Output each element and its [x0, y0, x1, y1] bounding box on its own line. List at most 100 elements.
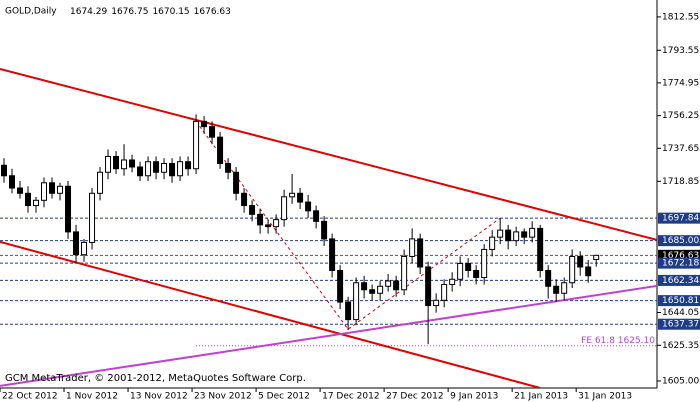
candle-body — [9, 175, 16, 189]
candle-body — [1, 164, 8, 177]
level-label-box — [658, 295, 700, 307]
candle-body — [489, 236, 496, 250]
candle-body — [73, 231, 80, 256]
ohlc-value: 1674.29 — [70, 7, 107, 17]
candle-body — [233, 171, 240, 194]
candle-body — [521, 231, 528, 238]
x-tick-label: 27 Dec 2012 — [386, 392, 444, 402]
candle-body — [137, 166, 144, 177]
x-tick-label: 31 Jan 2013 — [578, 392, 632, 402]
candle-body — [569, 255, 576, 284]
level-label-box — [658, 235, 700, 247]
x-tick-label: 22 Oct 2012 — [2, 392, 58, 402]
level-label: 1685.00 — [662, 236, 699, 246]
candle-body — [393, 280, 400, 291]
candle-body — [457, 262, 464, 280]
trend-line — [195, 121, 501, 330]
trend-line — [0, 284, 657, 387]
candle-body — [417, 238, 424, 268]
x-tick-label: 9 Jan 2013 — [450, 392, 498, 402]
candle-body — [305, 201, 312, 212]
candle-body — [57, 185, 64, 194]
level-label: 1662.34 — [662, 276, 699, 286]
candle-body — [361, 282, 368, 291]
candle-body — [129, 159, 136, 168]
candle-body — [425, 266, 432, 307]
level-label: 1672.18 — [662, 259, 699, 269]
ohlc-value: 1670.15 — [152, 7, 189, 17]
candle-body — [345, 301, 352, 321]
candle-body — [529, 227, 536, 238]
chart-title: GOLD,Daily — [5, 7, 57, 17]
level-label-box — [658, 257, 700, 269]
candle-body — [401, 255, 408, 291]
candle-body — [185, 161, 192, 170]
candle-body — [265, 224, 272, 228]
x-tick-label: 5 Dec 2012 — [258, 392, 310, 402]
plot — [0, 67, 657, 388]
candle-body — [281, 196, 288, 221]
level-label: 1650.81 — [662, 296, 699, 306]
candle-body — [505, 229, 512, 242]
x-tick-label: 21 Jan 2013 — [514, 392, 568, 402]
candle-body — [25, 192, 32, 207]
footer: GCM MetaTrader, © 2001-2012, MetaQuotes … — [5, 373, 306, 384]
level-label-box — [658, 274, 700, 286]
candle-body — [593, 254, 600, 260]
candle-body — [81, 241, 88, 256]
candle-body — [193, 120, 200, 170]
candle-body — [201, 120, 208, 128]
candle-body — [49, 182, 56, 194]
candle-body — [377, 285, 384, 294]
candle-body — [513, 231, 520, 242]
candle-body — [89, 192, 96, 243]
candle-body — [585, 266, 592, 277]
y-tick-label: 1756.25 — [662, 111, 699, 121]
x-tick-label: 23 Nov 2012 — [194, 392, 252, 402]
candle-body — [561, 282, 568, 294]
candle-body — [273, 219, 280, 228]
candle-body — [433, 299, 440, 307]
x-tick-label: 1 Nov 2012 — [66, 392, 118, 402]
y-tick-label: 1718.85 — [662, 177, 699, 187]
y-tick-label: 1644.05 — [662, 308, 699, 318]
candle-body — [145, 161, 152, 177]
level-label-box — [658, 318, 700, 330]
candle-body — [329, 238, 336, 271]
candle-body — [449, 278, 456, 286]
candle-body — [97, 171, 104, 194]
y-tick-label: 1605.00 — [662, 376, 699, 386]
level-label-box — [658, 249, 700, 261]
candle-body — [289, 192, 296, 198]
candle-body — [369, 289, 376, 294]
y-tick-label: 1793.55 — [662, 46, 699, 56]
ohlc-value: 1676.75 — [111, 7, 148, 17]
x-tick-label: 17 Dec 2012 — [322, 392, 380, 402]
candle-body — [385, 280, 392, 287]
candle-body — [153, 161, 160, 173]
candle-body — [297, 192, 304, 203]
candle-body — [537, 227, 544, 271]
level-label: 1676.63 — [662, 251, 699, 261]
candle-body — [161, 162, 168, 173]
candle-body — [177, 161, 184, 177]
candle-body — [545, 269, 552, 287]
candle-body — [337, 269, 344, 303]
candle-body — [33, 199, 40, 207]
candle-body — [441, 284, 448, 301]
candle-body — [241, 192, 248, 207]
level-label-box — [658, 212, 700, 224]
candle-body — [481, 248, 488, 278]
candle-body — [169, 162, 176, 177]
candle-body — [257, 213, 264, 226]
y-tick-label: 1774.95 — [662, 78, 699, 88]
candle-body — [473, 269, 480, 278]
candle-body — [353, 282, 360, 321]
x-tick-label: 13 Nov 2012 — [130, 392, 188, 402]
candle-body — [313, 210, 320, 222]
candle-body — [409, 238, 416, 257]
trend-line — [0, 240, 541, 388]
candle-body — [225, 162, 232, 173]
